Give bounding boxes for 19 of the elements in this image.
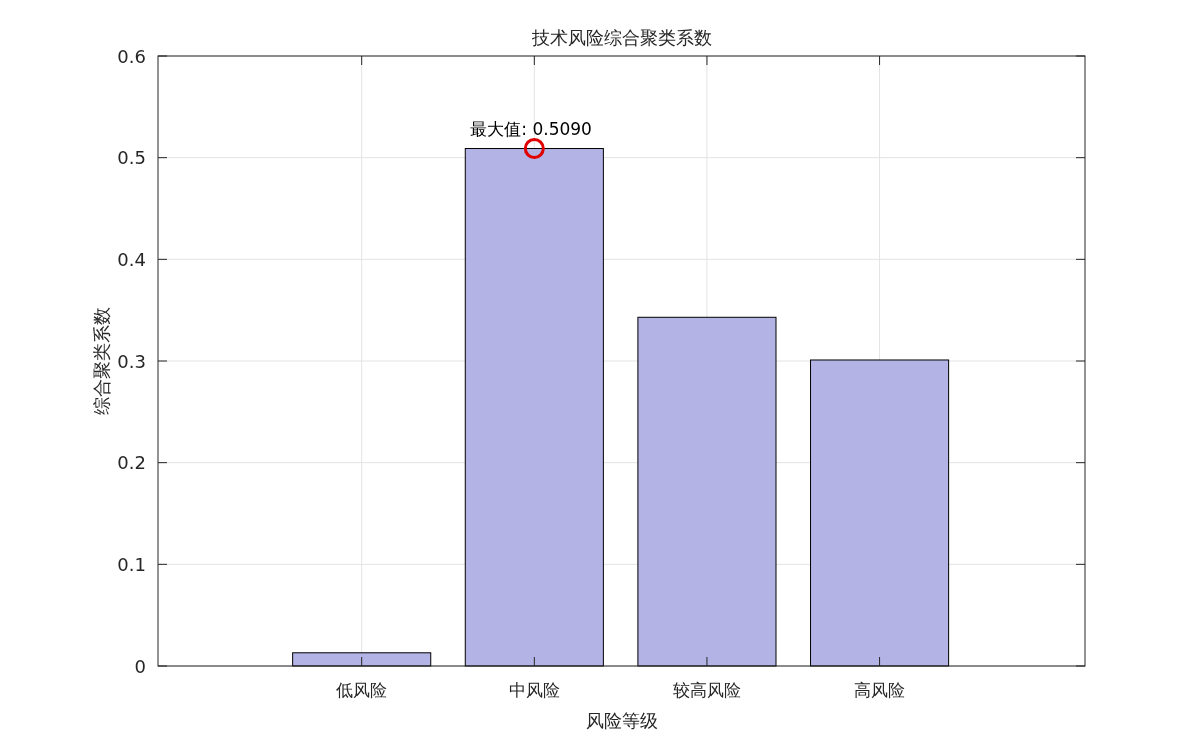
x-tick-label: 中风险 bbox=[508, 680, 560, 700]
x-axis-title: 风险等级 bbox=[585, 710, 658, 731]
x-tick-label: 高风险 bbox=[854, 680, 906, 700]
bar bbox=[637, 316, 777, 667]
y-tick-label: 0.6 bbox=[117, 45, 146, 67]
x-tick-label: 较高风险 bbox=[672, 680, 741, 700]
x-tick-label: 低风险 bbox=[336, 680, 388, 700]
y-tick-label: 0.5 bbox=[117, 147, 146, 169]
y-tick-label: 0.1 bbox=[117, 553, 146, 575]
bar bbox=[464, 148, 604, 667]
y-axis-title: 综合聚类系数 bbox=[91, 307, 112, 415]
bar bbox=[292, 652, 432, 667]
y-tick-label: 0 bbox=[134, 655, 146, 677]
y-tick-label: 0.3 bbox=[117, 350, 146, 372]
bar bbox=[810, 359, 950, 667]
y-tick-label: 0.4 bbox=[117, 248, 146, 270]
y-tick-label: 0.2 bbox=[117, 452, 146, 474]
annotation: 最大值: 0.5090 bbox=[470, 118, 592, 139]
chart-title: 技术风险综合聚类系数 bbox=[530, 27, 712, 48]
